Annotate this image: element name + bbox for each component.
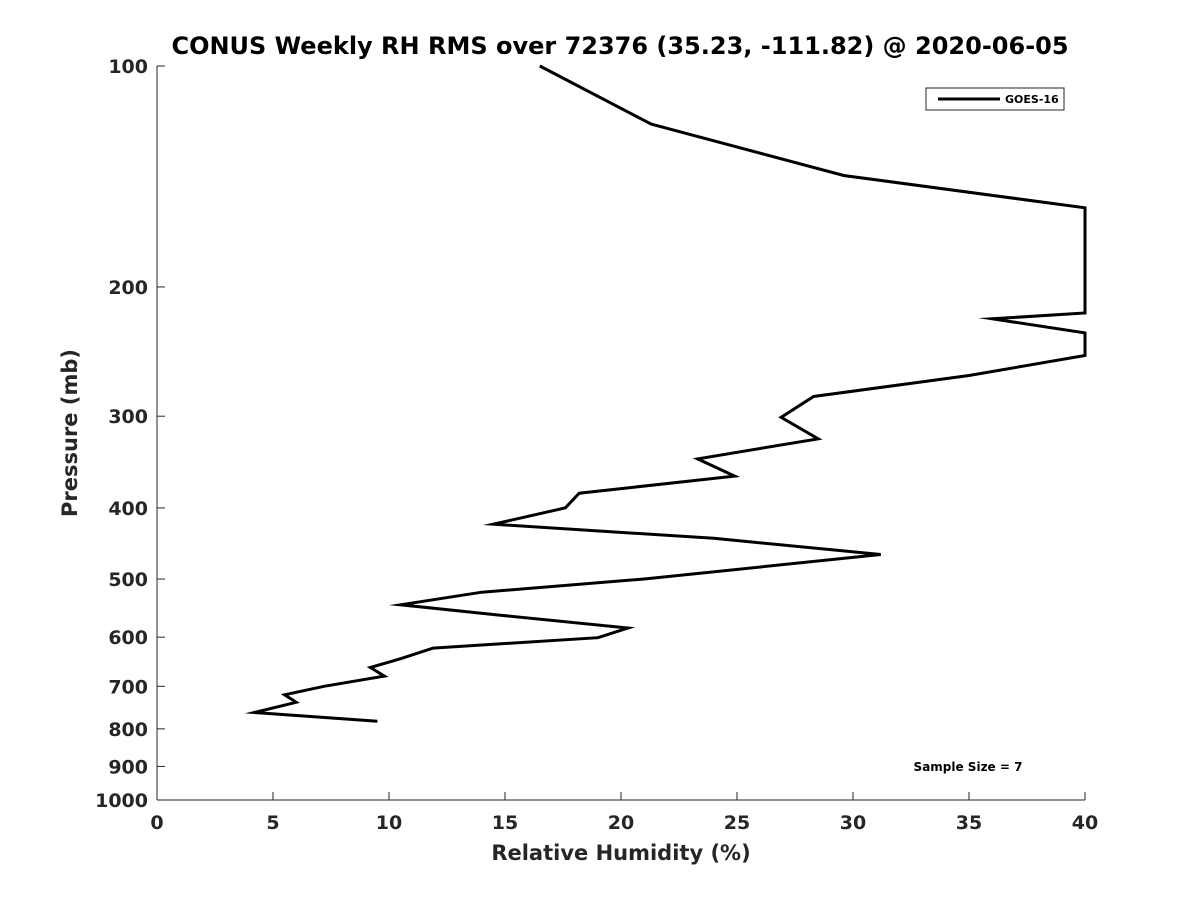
y-axis-label: Pressure (mb): [58, 349, 82, 517]
plot-area: [156, 66, 1085, 801]
y-tick-label: 1000: [95, 790, 148, 812]
x-tick-label: 10: [376, 812, 402, 834]
x-tick-label: 15: [492, 812, 518, 834]
legend: GOES-16: [925, 87, 1065, 111]
series-layer: [244, 64, 1087, 723]
y-tick-label: 200: [108, 277, 148, 299]
y-tick-label: 100: [108, 56, 148, 78]
x-tick-label: 25: [724, 812, 750, 834]
y-tick-label: 300: [108, 406, 148, 428]
y-axis-ticks: 100 200 300 400 500 600 700 800 900 1000: [95, 56, 165, 812]
sample-size-annotation: Sample Size = 7: [914, 760, 1023, 774]
x-tick-label: 5: [266, 812, 279, 834]
x-tick-label: 40: [1072, 812, 1098, 834]
x-axis-label: Relative Humidity (%): [491, 841, 750, 865]
legend-label-goes-16: GOES-16: [1005, 93, 1059, 106]
y-tick-label: 400: [108, 498, 148, 520]
series-line-goes-16: [244, 64, 1087, 723]
chart-title: CONUS Weekly RH RMS over 72376 (35.23, -…: [171, 32, 1068, 60]
x-tick-label: 35: [956, 812, 982, 834]
y-tick-label: 700: [108, 676, 148, 698]
x-axis-ticks: 0 5 10 15 20 25 30 35 40: [150, 792, 1098, 834]
x-tick-label: 30: [840, 812, 866, 834]
y-tick-label: 600: [108, 627, 148, 649]
x-tick-label: 20: [608, 812, 634, 834]
y-tick-label: 500: [108, 569, 148, 591]
y-tick-label: 900: [108, 756, 148, 778]
y-tick-label: 800: [108, 719, 148, 741]
x-tick-label: 0: [150, 812, 163, 834]
